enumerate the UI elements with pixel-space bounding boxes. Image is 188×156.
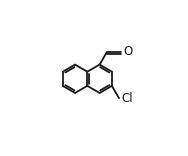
Text: O: O	[124, 45, 133, 58]
Text: Cl: Cl	[121, 92, 133, 105]
